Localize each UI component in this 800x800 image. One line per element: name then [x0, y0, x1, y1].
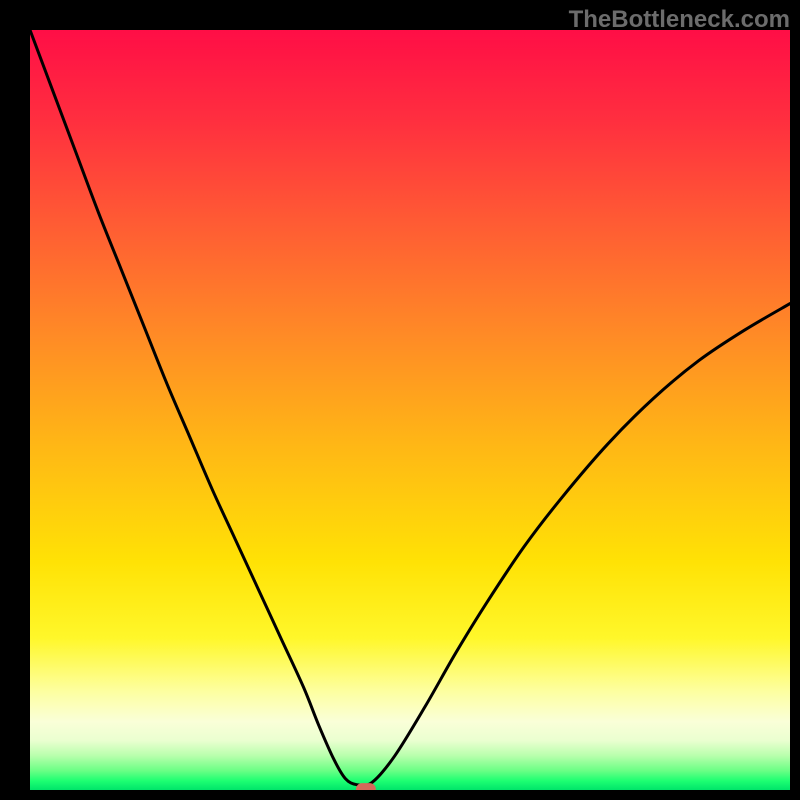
optimal-point-marker	[356, 783, 376, 790]
chart-svg	[30, 30, 790, 790]
chart-container: TheBottleneck.com	[0, 0, 800, 800]
gradient-background	[30, 30, 790, 790]
plot-area	[30, 30, 790, 790]
watermark-text: TheBottleneck.com	[569, 6, 790, 34]
